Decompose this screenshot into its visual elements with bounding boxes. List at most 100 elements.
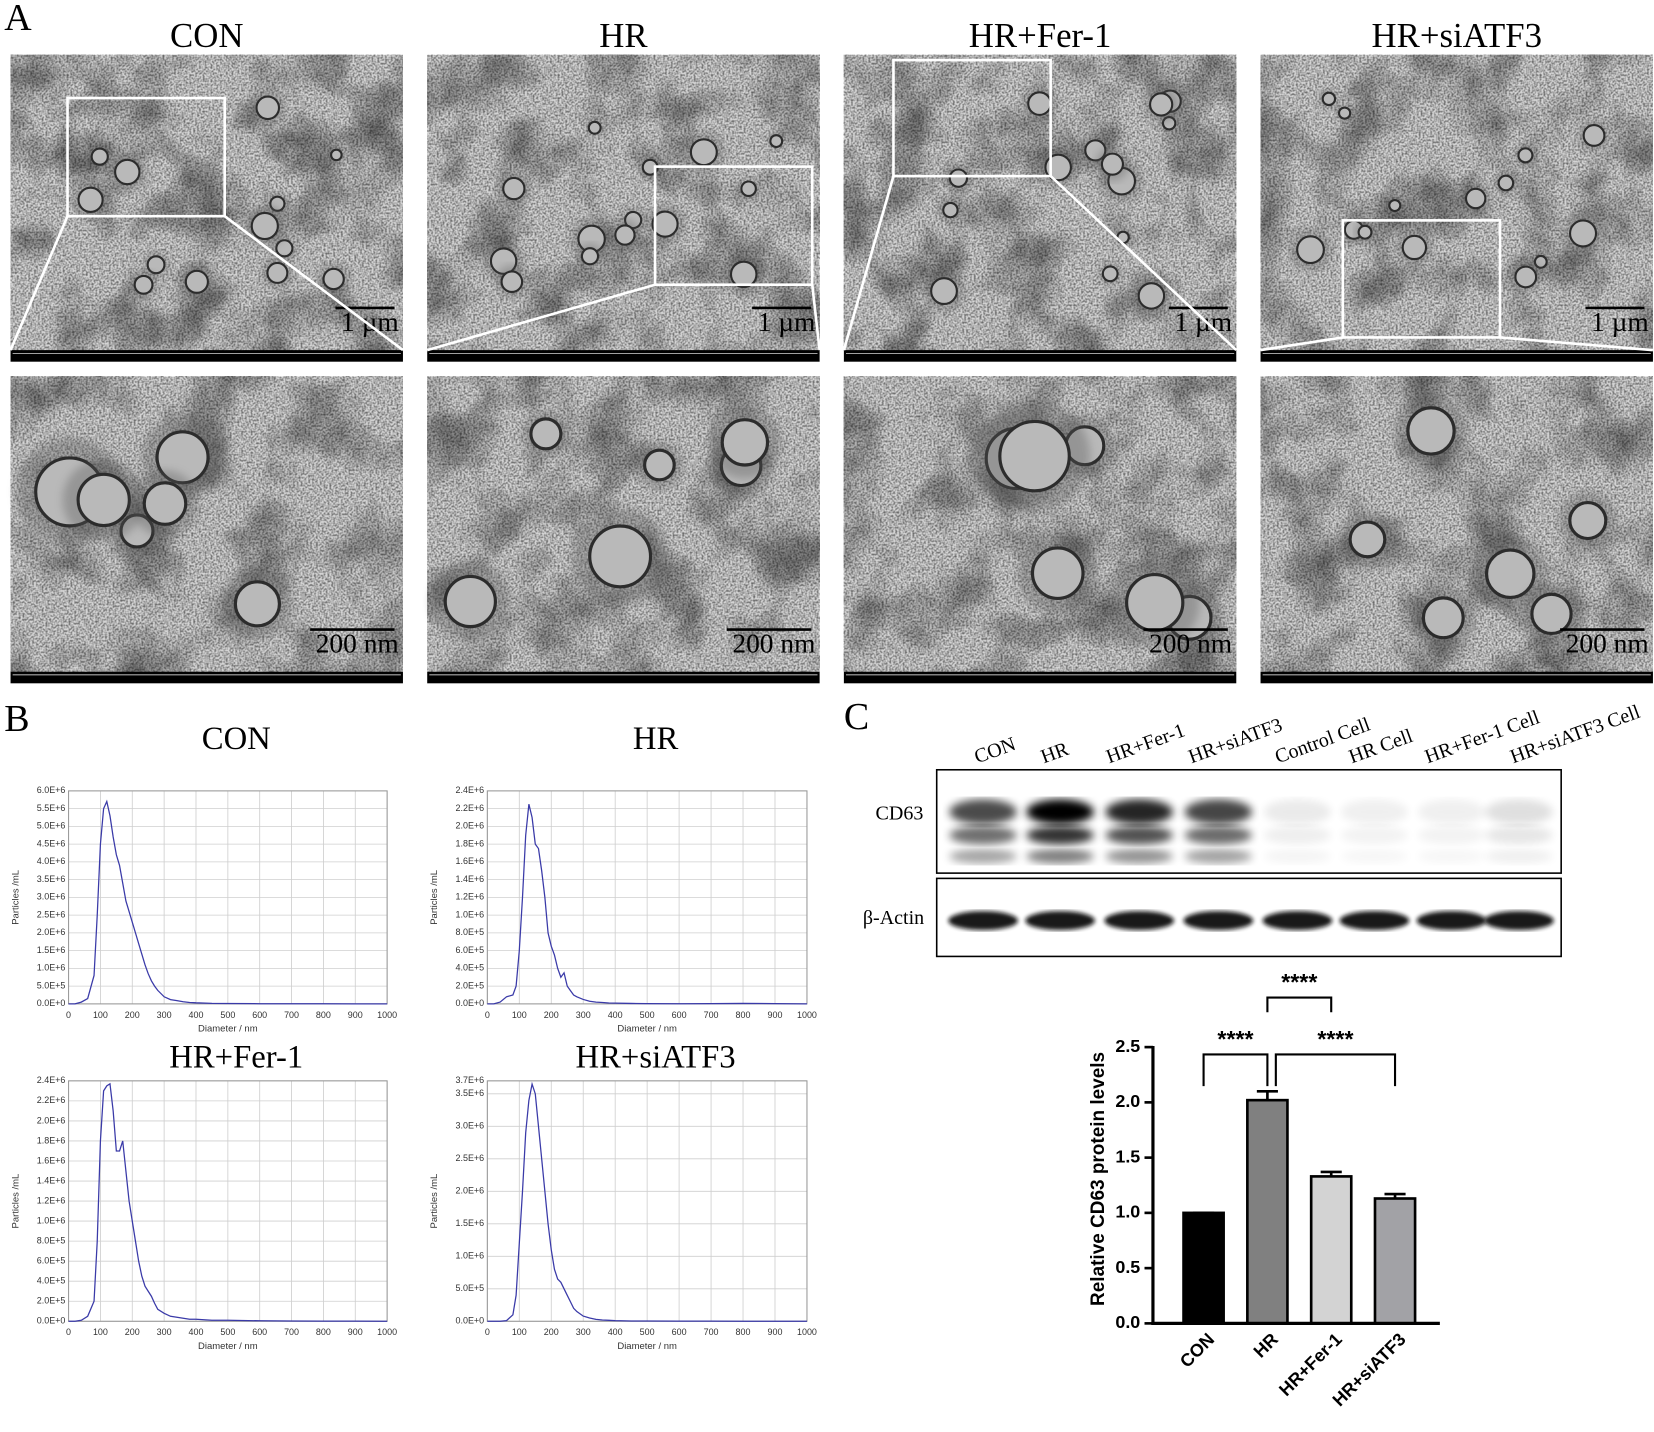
y-tick-label: 1.5E+6: [37, 945, 66, 955]
y-tick-label: 1.6E+6: [456, 856, 485, 866]
chart-title: HR+siATF3: [576, 1039, 736, 1075]
zoom-line: [810, 284, 821, 351]
x-tick-label: 500: [220, 1327, 235, 1337]
vesicle: [1464, 187, 1487, 210]
y-tick-label: 3.7E+6: [456, 1075, 485, 1085]
y-tick-label: 0.0E+0: [37, 998, 66, 1008]
zoom-line: [842, 175, 895, 351]
vesicle: [1030, 546, 1085, 601]
x-tick-label: 200: [125, 1010, 140, 1020]
vesicle: [529, 417, 563, 451]
y-axis-label: Particles /mL: [10, 1174, 21, 1229]
cd63-band: [1263, 825, 1332, 845]
info-bar: [427, 350, 820, 362]
vesicle: [588, 524, 653, 589]
vesicle: [146, 255, 166, 275]
x-tick-label: 0: [485, 1327, 490, 1337]
y-tick-label: 2.4E+6: [37, 1075, 66, 1085]
zoom-line: [1049, 175, 1238, 352]
y-axis-label: Particles /mL: [10, 870, 21, 925]
info-bar: [10, 671, 403, 684]
vesicle: [942, 201, 959, 219]
y-axis-label: Relative CD63 protein levels: [1088, 1052, 1109, 1306]
cd63-band: [1263, 799, 1332, 825]
vesicle: [1101, 265, 1119, 283]
vesicle: [1337, 106, 1352, 120]
vesicle: [322, 267, 345, 291]
cd63-band: [1417, 799, 1486, 825]
vesicle: [580, 247, 600, 266]
x-tick-label: 1000: [377, 1327, 397, 1337]
zoom-line: [9, 215, 69, 351]
bar: [1309, 1175, 1353, 1325]
vesicle: [1568, 219, 1598, 248]
vesicle: [255, 95, 281, 121]
x-tick-label: 100: [93, 1327, 108, 1337]
y-tick-label: 2.5: [1115, 1036, 1140, 1056]
info-bar: [1260, 350, 1653, 362]
y-tick-label: 3.5E+6: [37, 874, 66, 884]
vesicle: [502, 176, 526, 201]
actin-band: [948, 911, 1018, 931]
micrograph: 200 nm: [427, 376, 820, 684]
vesicle: [1296, 235, 1325, 265]
cd63-band: [1105, 799, 1173, 825]
cd63-band: [1417, 825, 1486, 845]
vesicle: [1321, 91, 1337, 107]
vesicle: [1517, 147, 1534, 164]
cd63-band: [949, 825, 1017, 845]
x-axis-label: Diameter / nm: [198, 1024, 258, 1035]
vesicle: [651, 210, 679, 238]
group-title: HR+Fer-1: [969, 16, 1112, 55]
y-tick-label: 1.5E+6: [456, 1218, 485, 1228]
vesicle: [1582, 124, 1606, 147]
x-tick-label: 500: [220, 1010, 235, 1020]
x-tick-label: 400: [608, 1327, 623, 1337]
vesicle: [266, 261, 289, 284]
chart-title: CON: [202, 721, 271, 757]
bar: [1373, 1197, 1417, 1325]
cd63-band: [1105, 848, 1173, 864]
scale-label: 1 µm: [1591, 307, 1649, 337]
cd63-band: [1026, 825, 1094, 845]
micrograph: 1 µm: [843, 54, 1237, 362]
vesicle: [1530, 592, 1573, 636]
panel-label: A: [4, 0, 32, 39]
y-tick-label: 2.0E+6: [456, 821, 485, 831]
vesicle: [689, 138, 718, 167]
x-axis-label: Diameter / nm: [617, 1341, 677, 1352]
cd63-band: [1184, 825, 1253, 845]
vesicle: [1149, 92, 1174, 117]
y-tick-label: 6.0E+5: [37, 1256, 66, 1266]
vesicle: [740, 180, 757, 198]
zoom-line: [1260, 336, 1344, 352]
cd63-band: [1105, 825, 1173, 845]
x-tick-label: 100: [512, 1327, 527, 1337]
cd63-band: [1340, 825, 1409, 845]
x-tick-label: 900: [348, 1010, 363, 1020]
scale-label: 200 nm: [316, 629, 399, 659]
y-tick-label: 3.0E+6: [37, 892, 66, 902]
y-tick-label: 0.0E+0: [456, 1316, 485, 1326]
scale-label: 200 nm: [1566, 629, 1649, 659]
y-tick-label: 1.4E+6: [37, 1175, 66, 1185]
significance-label: ****: [1317, 1026, 1353, 1052]
y-tick-label: 0.0E+0: [456, 998, 485, 1008]
actin-band: [1025, 911, 1095, 931]
vesicle: [1421, 596, 1465, 640]
zoom-box: [892, 58, 1052, 178]
row-label: β-Actin: [863, 907, 924, 929]
significance-label: ****: [1217, 1026, 1253, 1052]
x-tick-label: 500: [640, 1327, 655, 1337]
y-tick-label: 0.0E+0: [37, 1316, 66, 1326]
line-series: [68, 799, 388, 1005]
vesicle: [1533, 254, 1548, 269]
vesicle: [76, 472, 131, 528]
cd63-band: [1026, 848, 1094, 864]
micrograph: 1 µm: [1260, 54, 1653, 362]
vesicle: [1406, 406, 1456, 456]
x-tick-label: 1000: [797, 1327, 817, 1337]
vesicle: [1401, 234, 1428, 261]
chart-title: HR: [633, 721, 679, 757]
x-axis-label: Diameter / nm: [617, 1024, 677, 1035]
